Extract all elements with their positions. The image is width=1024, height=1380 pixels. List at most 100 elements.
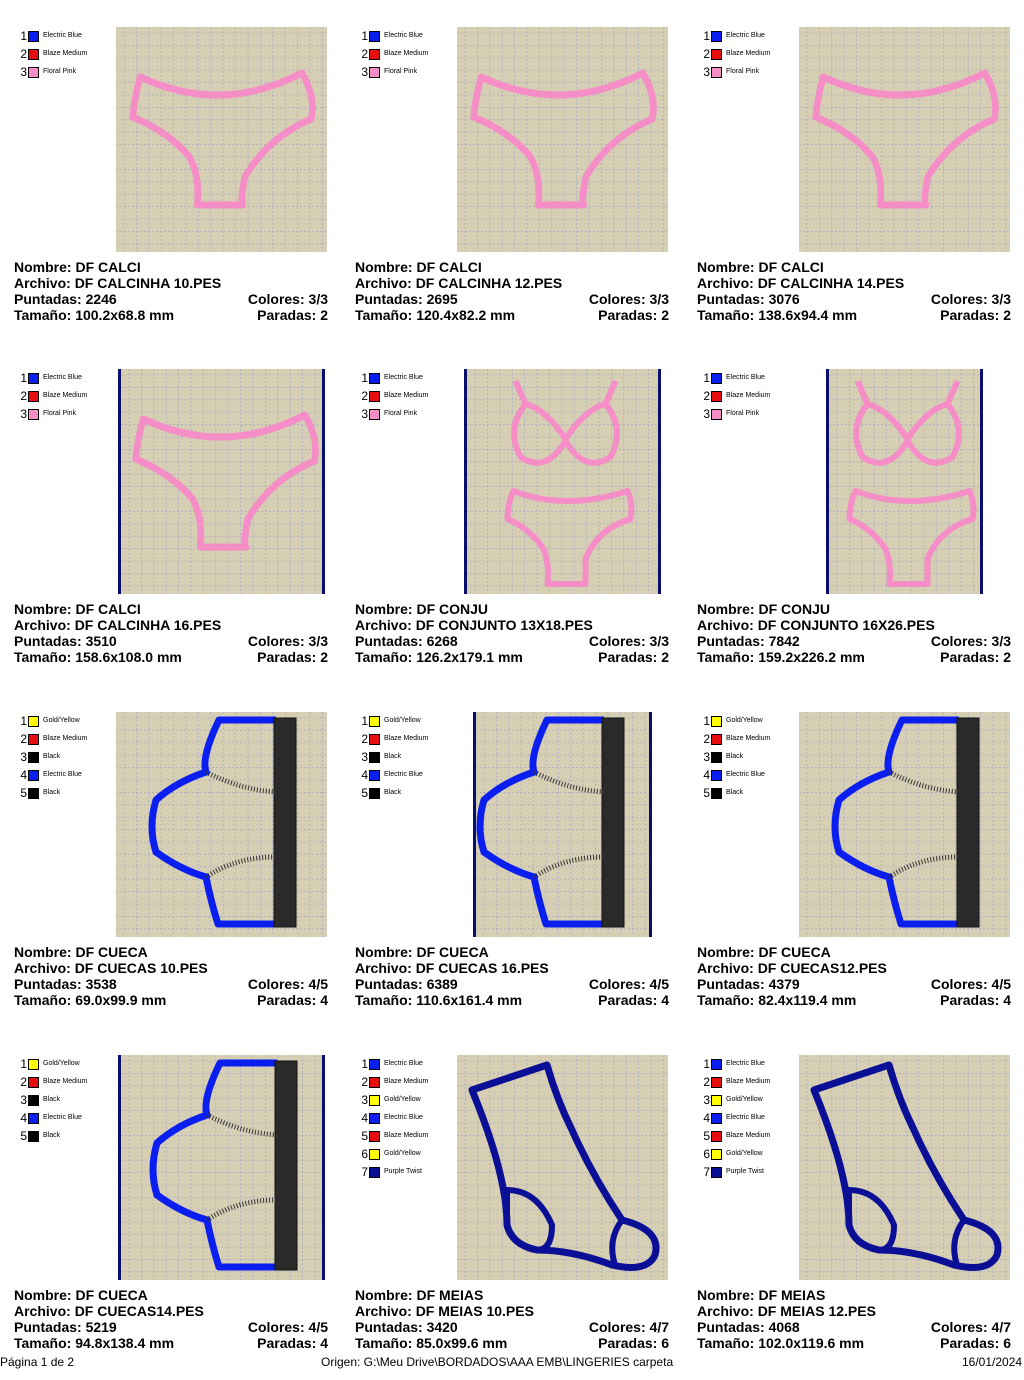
design-thumbnail bbox=[118, 369, 325, 594]
color-swatch bbox=[369, 408, 380, 420]
bottom-outline bbox=[846, 488, 977, 587]
color-legend-row: 7 Purple Twist bbox=[359, 1163, 459, 1181]
tamano-field: Tamaño: 69.0x99.9 mm bbox=[14, 992, 166, 1008]
color-legend-row: 2 Blaze Medium bbox=[359, 1073, 459, 1091]
puntadas-field: Puntadas: 5219 bbox=[14, 1319, 117, 1335]
color-name: Floral Pink bbox=[43, 68, 77, 75]
puntadas-label: Puntadas: bbox=[697, 291, 765, 307]
nombre-field: Nombre: DF MEIAS bbox=[697, 1287, 825, 1303]
archivo-row: Archivo: DF CALCINHA 16.PES bbox=[14, 617, 328, 633]
design-thumbnail bbox=[457, 27, 668, 252]
color-legend-row: 1 Electric Blue bbox=[701, 1055, 801, 1073]
color-number: 1 bbox=[361, 1057, 368, 1071]
color-legend-row: 3 Floral Pink bbox=[359, 405, 459, 423]
color-legend: 1 Electric Blue 2 Blaze Medium 3 Floral Pink bbox=[18, 27, 118, 81]
nombre-row: Nombre: DF CALCI bbox=[355, 259, 669, 275]
tamano-field: Tamaño: 120.4x82.2 mm bbox=[355, 307, 515, 323]
color-legend: 1 Electric Blue 2 Blaze Medium 3 Gold/Yellow 4… bbox=[701, 1055, 801, 1181]
design-info: Nombre: DF CONJU Archivo: DF CONJUNTO 13X… bbox=[355, 601, 669, 665]
color-legend-row: 3 Floral Pink bbox=[18, 63, 118, 81]
archivo-label: Archivo: bbox=[355, 275, 412, 291]
colores-field: Colores: 3/3 bbox=[931, 291, 1011, 307]
nombre-value: DF CALCI bbox=[75, 259, 141, 275]
tamano-value: 138.6x94.4 mm bbox=[758, 307, 858, 323]
design-thumbnail bbox=[457, 1055, 668, 1280]
color-name: Floral Pink bbox=[384, 68, 418, 75]
color-name: Gold/Yellow bbox=[726, 717, 763, 724]
paradas-field: Paradas: 2 bbox=[598, 649, 669, 665]
tamano-label: Tamaño: bbox=[355, 1335, 413, 1351]
puntadas-label: Puntadas: bbox=[355, 633, 423, 649]
color-number: 2 bbox=[703, 1075, 710, 1089]
color-number: 2 bbox=[703, 389, 710, 403]
hoop-grid bbox=[116, 27, 327, 252]
color-legend-row: 3 Black bbox=[18, 1091, 118, 1109]
puntadas-value: 6389 bbox=[426, 976, 458, 992]
color-number: 3 bbox=[20, 407, 27, 421]
color-legend-row: 1 Gold/Yellow bbox=[18, 712, 118, 730]
paradas-label: Paradas: bbox=[940, 992, 1000, 1008]
color-legend-row: 5 Blaze Medium bbox=[359, 1127, 459, 1145]
design-card: 1 Electric Blue 2 Blaze Medium 3 Floral Pink N… bbox=[341, 369, 669, 694]
color-legend: 1 Electric Blue 2 Blaze Medium 3 Floral Pink bbox=[359, 27, 459, 81]
puntadas-row: Puntadas: 3420 Colores: 4/7 bbox=[355, 1319, 669, 1335]
color-name: Gold/Yellow bbox=[43, 717, 80, 724]
color-legend: 1 Electric Blue 2 Blaze Medium 3 Floral Pink bbox=[359, 369, 459, 423]
archivo-value: DF MEIAS 12.PES bbox=[757, 1303, 876, 1319]
nombre-value: DF CALCI bbox=[75, 601, 141, 617]
tamano-row: Tamaño: 100.2x68.8 mm Paradas: 2 bbox=[14, 307, 328, 323]
color-legend-row: 5 Black bbox=[359, 784, 459, 802]
paradas-field: Paradas: 4 bbox=[257, 1335, 328, 1351]
color-name: Gold/Yellow bbox=[43, 1060, 80, 1067]
puntadas-value: 2246 bbox=[85, 291, 117, 307]
design-card: 1 Electric Blue 2 Blaze Medium 3 Floral Pink N… bbox=[0, 27, 328, 352]
color-legend-row: 2 Blaze Medium bbox=[701, 45, 801, 63]
color-name: Blaze Medium bbox=[384, 392, 429, 399]
colores-value: 3/3 bbox=[649, 291, 669, 307]
nombre-value: DF CUECA bbox=[758, 944, 831, 960]
archivo-row: Archivo: DF MEIAS 12.PES bbox=[697, 1303, 1011, 1319]
nombre-row: Nombre: DF CALCI bbox=[14, 601, 328, 617]
color-swatch bbox=[28, 715, 39, 727]
color-swatch bbox=[369, 1148, 380, 1160]
hoop-grid bbox=[799, 27, 1010, 252]
archivo-label: Archivo: bbox=[697, 960, 754, 976]
color-legend-row: 1 Electric Blue bbox=[359, 27, 459, 45]
archivo-field: Archivo: DF CUECAS14.PES bbox=[14, 1303, 204, 1319]
color-legend-row: 2 Blaze Medium bbox=[359, 730, 459, 748]
color-name: Floral Pink bbox=[726, 68, 760, 75]
color-legend: 1 Gold/Yellow 2 Blaze Medium 3 Black 4 Electric… bbox=[18, 712, 118, 802]
color-name: Electric Blue bbox=[43, 374, 82, 381]
paradas-value: 2 bbox=[661, 649, 669, 665]
tamano-label: Tamaño: bbox=[14, 1335, 72, 1351]
design-thumbnail bbox=[118, 1055, 325, 1280]
paradas-field: Paradas: 2 bbox=[598, 307, 669, 323]
color-number: 2 bbox=[703, 732, 710, 746]
color-swatch bbox=[711, 1130, 722, 1142]
puntadas-field: Puntadas: 3510 bbox=[14, 633, 117, 649]
nombre-row: Nombre: DF CUECA bbox=[14, 944, 328, 960]
archivo-value: DF MEIAS 10.PES bbox=[415, 1303, 534, 1319]
nombre-field: Nombre: DF CUECA bbox=[14, 1287, 148, 1303]
color-legend: 1 Gold/Yellow 2 Blaze Medium 3 Black 4 Electric… bbox=[701, 712, 801, 802]
puntadas-field: Puntadas: 6389 bbox=[355, 976, 458, 992]
sock-toe bbox=[609, 1218, 625, 1266]
color-swatch bbox=[711, 1076, 722, 1088]
hoop-grid bbox=[799, 1055, 1010, 1280]
bra-straps bbox=[512, 379, 619, 406]
color-swatch bbox=[711, 1094, 722, 1106]
color-name: Blaze Medium bbox=[384, 735, 429, 742]
color-swatch bbox=[28, 1130, 39, 1142]
color-swatch bbox=[711, 1112, 722, 1124]
color-swatch bbox=[28, 769, 39, 781]
color-number: 5 bbox=[20, 786, 27, 800]
color-name: Gold/Yellow bbox=[384, 717, 421, 724]
color-number: 4 bbox=[361, 1111, 368, 1125]
colores-label: Colores: bbox=[247, 1319, 305, 1335]
color-name: Black bbox=[43, 789, 61, 796]
paradas-label: Paradas: bbox=[940, 307, 1000, 323]
design-info: Nombre: DF CALCI Archivo: DF CALCINHA 14.… bbox=[697, 259, 1011, 323]
color-name: Electric Blue bbox=[726, 374, 765, 381]
color-legend-row: 3 Gold/Yellow bbox=[701, 1091, 801, 1109]
